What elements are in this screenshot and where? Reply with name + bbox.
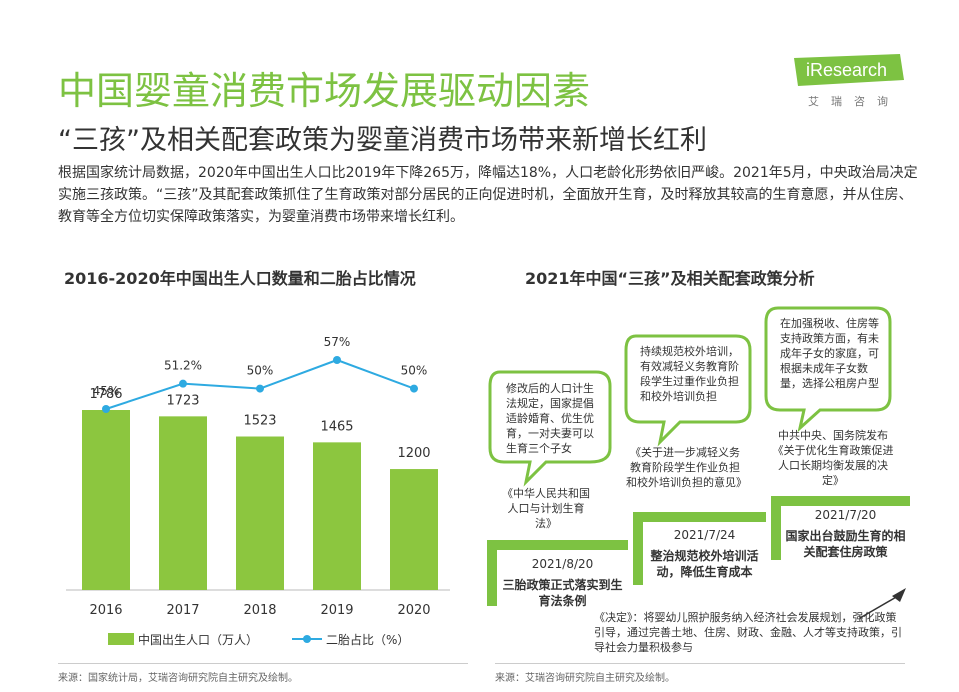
x-tick-2020: 2020 [397,603,430,618]
ratio-label-2018: 50% [247,364,274,378]
step-1-date: 2021/8/20 [531,557,594,571]
bar-2019 [313,442,361,590]
bar-label-2018: 1523 [243,414,276,429]
bar-label-2017: 1723 [166,393,199,408]
bubble-3-text: 在加强税收、住房等支持政策方面，有未成年子女的家庭，可根据未成年子女数量，选择公… [780,317,879,390]
policy-1-label: 《中华人民共和国人口与计划生育法》 [502,487,590,530]
ratio-point-2016 [102,405,110,413]
decision-note: 《决定》：将婴幼儿照护服务纳入经济社会发展规划，强化政策引导，通过完善土地、住房… [594,611,902,654]
chart-title: 2016-2020年中国出生人口数量和二胎占比情况 [64,269,416,288]
x-tick-2016: 2016 [89,603,122,618]
legend-line-dot [303,635,311,643]
ratio-label-2016: 45% [93,384,120,398]
step-3-event: 国家出台鼓励生育的相关配套住房政策 [785,529,906,559]
policy-title: 2021年中国“三孩”及相关配套政策分析 [525,269,815,288]
bar-label-2019: 1465 [320,419,353,434]
bar-label-2016: 1786 [89,387,122,402]
logo-text: iResearch [806,60,888,80]
birth-chart: 1786 2016 1723 2017 1523 2018 1465 2019 1200 2020… [66,335,450,647]
ratio-point-2019 [333,356,341,364]
step-2-event: 整治规范校外培训活动，降低生育成本 [650,549,759,579]
legend-line-label: 二胎占比（%） [326,632,409,647]
page-subtitle: “三孩”及相关配套政策为婴童消费市场带来新增长红利 [58,125,707,156]
x-tick-2017: 2017 [166,603,199,618]
bar-2018 [236,436,284,590]
legend-bar-label: 中国出生人口（万人） [138,632,258,647]
ratio-point-2020 [410,384,418,393]
bar-2017 [159,416,207,590]
policy-2-label: 《关于进一步减轻义务教育阶段学生作业负担和校外培训负担的意见》 [626,446,747,489]
step-3-date: 2021/7/20 [814,508,877,522]
bubble-2-text: 持续规范校外培训，有效减轻义务教育阶段学生过重作业负担和校外培训负担 [640,345,739,403]
bubble-1-shape [488,370,612,487]
ratio-point-2018 [256,384,264,393]
bar-label-2020: 1200 [397,446,430,461]
step-1-event: 三胎政策正式落实到生育法条例 [502,578,623,608]
ratio-label-2017: 51.2% [164,359,202,373]
ratio-label-2020: 50% [401,364,428,378]
x-tick-2019: 2019 [320,603,353,618]
bubble-2-shape [624,334,752,447]
ratio-label-2019: 57% [324,335,351,349]
divider-left [58,663,468,664]
trend-arrow [892,588,906,602]
step-2-date: 2021/7/24 [673,528,736,542]
bar-2016 [82,410,130,590]
divider-right [495,663,905,664]
source-left: 来源：国家统计局，艾瑞咨询研究院自主研究及绘制。 [58,673,298,684]
source-right: 来源：艾瑞咨询研究院自主研究及绘制。 [495,673,675,684]
page-title: 中国婴童消费市场发展驱动因素 [58,69,591,113]
ratio-point-2017 [179,379,187,388]
bar-2020 [390,469,438,590]
intro-paragraph: 根据国家统计局数据，2020年中国出生人口比2019年下降265万，降幅达18%… [58,165,918,225]
iresearch-logo [794,54,904,86]
bubble-3-shape [764,306,892,433]
legend-bar-swatch [108,633,134,645]
x-tick-2018: 2018 [243,603,276,618]
bubble-1-text: 修改后的人口计生法规定，国家提倡适龄婚育、优生优育，一对夫妻可以生育三个子女 [506,382,594,455]
logo-subtext: 艾瑞咨询 [808,95,900,108]
policy-3-label: 中共中央、国务院发布《关于优化生育政策促进人口长期均衡发展的决定》 [772,429,894,487]
